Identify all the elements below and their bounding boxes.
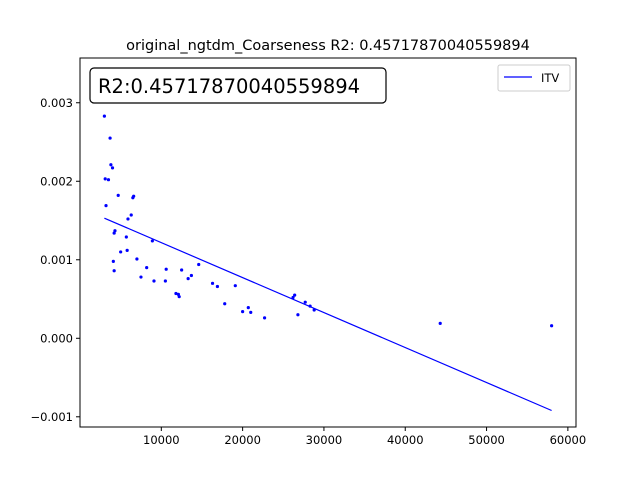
scatter-point	[241, 309, 245, 314]
scatter-point	[124, 235, 128, 239]
scatter-point	[152, 279, 156, 283]
scatter-point	[111, 259, 115, 263]
x-tick-label: 30000	[306, 433, 343, 447]
scatter-point	[438, 321, 442, 325]
scatter-point	[116, 193, 120, 197]
x-tick-label: 50000	[468, 433, 505, 447]
x-tick-label: 40000	[387, 433, 424, 447]
annotation-box: R2:0.45717870040559894	[89, 67, 387, 104]
scatter-point	[215, 284, 220, 289]
scatter-point	[112, 269, 116, 273]
scatter-point	[113, 229, 117, 233]
scatter-point	[233, 284, 237, 288]
scatter-point	[102, 114, 106, 118]
plot-background	[80, 58, 576, 427]
scatter-point	[126, 217, 130, 221]
annotation-frame	[89, 67, 387, 104]
scatter-point	[110, 166, 115, 170]
scatter-point	[293, 293, 297, 297]
scatter-point	[189, 273, 193, 278]
scatter-point	[249, 310, 253, 314]
y-tick-label: −0.001	[30, 410, 73, 424]
legend: ITV	[497, 64, 571, 92]
scatter-point	[150, 239, 154, 243]
y-tick-label: 0.001	[40, 253, 73, 267]
scatter-point	[177, 295, 181, 299]
x-tick-label: 10000	[143, 433, 180, 447]
scatter-point	[108, 136, 112, 140]
scatter-point	[106, 178, 111, 182]
y-tick-label: 0.000	[40, 331, 73, 345]
scatter-point	[246, 306, 250, 310]
scatter-point	[303, 300, 307, 304]
y-tick-label: 0.003	[40, 96, 73, 110]
axes-frame	[79, 57, 577, 428]
y-tick-label: 0.002	[40, 174, 73, 188]
x-tick-label: 60000	[550, 433, 587, 447]
data-layer	[102, 114, 554, 412]
scatter-point	[262, 316, 267, 320]
scatter-point	[164, 267, 168, 271]
scatter-point	[103, 177, 107, 181]
annotation-text: R2:0.45717870040559894	[98, 75, 360, 98]
legend-label-itv: ITV	[541, 71, 559, 85]
scatter-point	[135, 257, 139, 261]
scatter-point	[174, 291, 178, 296]
plot-area	[80, 58, 576, 427]
scatter-point	[125, 248, 129, 252]
scatter-point	[296, 313, 300, 317]
scatter-point	[132, 194, 136, 198]
scatter-point	[197, 262, 201, 267]
scatter-point	[180, 268, 184, 272]
scatter-point	[291, 295, 295, 300]
scatter-point	[109, 163, 113, 167]
scatter-point	[145, 266, 149, 270]
scatter-point	[223, 302, 227, 306]
axes-layer: 10000 20000 30000 40000 50000 60000 −0.001 0.00…	[30, 57, 587, 447]
scatter-point	[104, 204, 108, 208]
scatter-point	[550, 324, 554, 328]
chart-title: original_ngtdm_Coarseness R2: 0.45717870…	[126, 38, 530, 54]
legend-frame	[497, 64, 571, 92]
x-tick-label: 20000	[224, 433, 261, 447]
scatter-point	[129, 213, 133, 217]
scatter-point	[163, 279, 167, 283]
scatter-point	[186, 277, 190, 281]
scatter-point	[139, 275, 143, 279]
fit-line-itv	[104, 217, 552, 412]
scatter-point	[119, 250, 123, 254]
scatter-point	[210, 281, 215, 285]
